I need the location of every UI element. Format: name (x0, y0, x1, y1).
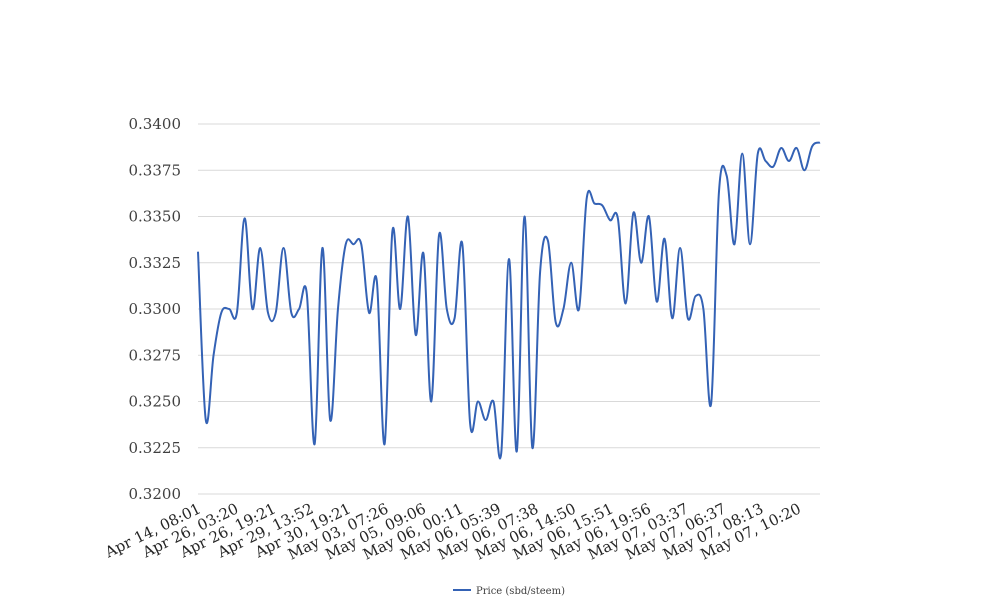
y-tick-label: 0.3400 (129, 115, 182, 133)
data-point (601, 204, 603, 206)
data-point (329, 419, 331, 421)
data-point (819, 142, 821, 144)
data-point (430, 401, 432, 403)
data-point (290, 312, 292, 314)
data-point (679, 247, 681, 249)
data-point (438, 234, 440, 236)
data-point (578, 308, 580, 310)
data-point (539, 271, 541, 273)
data-point (765, 160, 767, 162)
data-point (275, 312, 277, 314)
data-point (733, 243, 735, 245)
data-point (368, 312, 370, 314)
data-point (757, 153, 759, 155)
data-point (384, 443, 386, 445)
data-point (399, 308, 401, 310)
data-point (524, 216, 526, 218)
data-point (531, 447, 533, 449)
data-point (594, 203, 596, 205)
data-point (500, 452, 502, 454)
data-point (811, 145, 813, 147)
data-point (586, 197, 588, 199)
data-point (687, 317, 689, 319)
data-point (508, 258, 510, 260)
data-point (446, 308, 448, 310)
data-point (648, 216, 650, 218)
data-point (632, 212, 634, 214)
data-point (220, 312, 222, 314)
data-point (267, 312, 269, 314)
data-point (710, 402, 712, 404)
data-point (562, 308, 564, 310)
data-point (492, 401, 494, 403)
data-point (376, 280, 378, 282)
data-point (702, 308, 704, 310)
data-point (640, 262, 642, 264)
data-point (407, 216, 409, 218)
series-layer (197, 141, 821, 460)
y-tick-label: 0.3275 (129, 346, 182, 364)
data-point (469, 423, 471, 425)
y-tick-label: 0.3350 (129, 208, 182, 226)
data-point (283, 247, 285, 249)
data-point (337, 308, 339, 310)
data-point (461, 243, 463, 245)
y-tick-label: 0.3225 (129, 439, 182, 457)
data-point (345, 243, 347, 245)
data-point (718, 191, 720, 193)
data-point (555, 321, 557, 323)
data-point (772, 166, 774, 168)
data-point (664, 238, 666, 240)
y-tick-label: 0.3300 (129, 300, 182, 318)
data-point (796, 147, 798, 149)
data-point (656, 301, 658, 303)
data-point (228, 308, 230, 310)
y-axis-ticks: 0.3200 0.3225 0.3250 0.3275 0.3300 0.3325 0.33… (129, 115, 182, 503)
data-point (516, 450, 518, 452)
data-point (741, 153, 743, 155)
data-point (415, 334, 417, 336)
data-point (251, 308, 253, 310)
data-point (197, 251, 199, 253)
data-point (360, 243, 362, 245)
data-point (803, 169, 805, 171)
data-point (205, 419, 207, 421)
data-point (306, 293, 308, 295)
data-point (321, 247, 323, 249)
data-point (314, 443, 316, 445)
y-tick-label: 0.3250 (129, 393, 182, 411)
y-tick-label: 0.3200 (129, 485, 182, 503)
data-point (788, 160, 790, 162)
data-point (477, 401, 479, 403)
data-point (422, 253, 424, 255)
data-point (695, 295, 697, 297)
data-point (780, 147, 782, 149)
data-point (749, 243, 751, 245)
data-point (485, 419, 487, 421)
series-line-price (197, 141, 821, 460)
data-point (213, 354, 215, 356)
data-point (259, 247, 261, 249)
data-point (609, 219, 611, 221)
data-point (454, 317, 456, 319)
y-tick-label: 0.3325 (129, 254, 182, 272)
legend: Price (sbd/steem) (453, 586, 565, 597)
data-point (353, 243, 355, 245)
data-point (570, 262, 572, 264)
data-point (617, 217, 619, 219)
data-point (391, 230, 393, 232)
legend-label: Price (sbd/steem) (476, 586, 565, 597)
y-tick-label: 0.3375 (129, 161, 182, 179)
data-point (298, 308, 300, 310)
data-point (547, 240, 549, 242)
data-point (236, 312, 238, 314)
data-point (625, 302, 627, 304)
data-point (726, 175, 728, 177)
data-point (244, 217, 246, 219)
data-point (671, 317, 673, 319)
